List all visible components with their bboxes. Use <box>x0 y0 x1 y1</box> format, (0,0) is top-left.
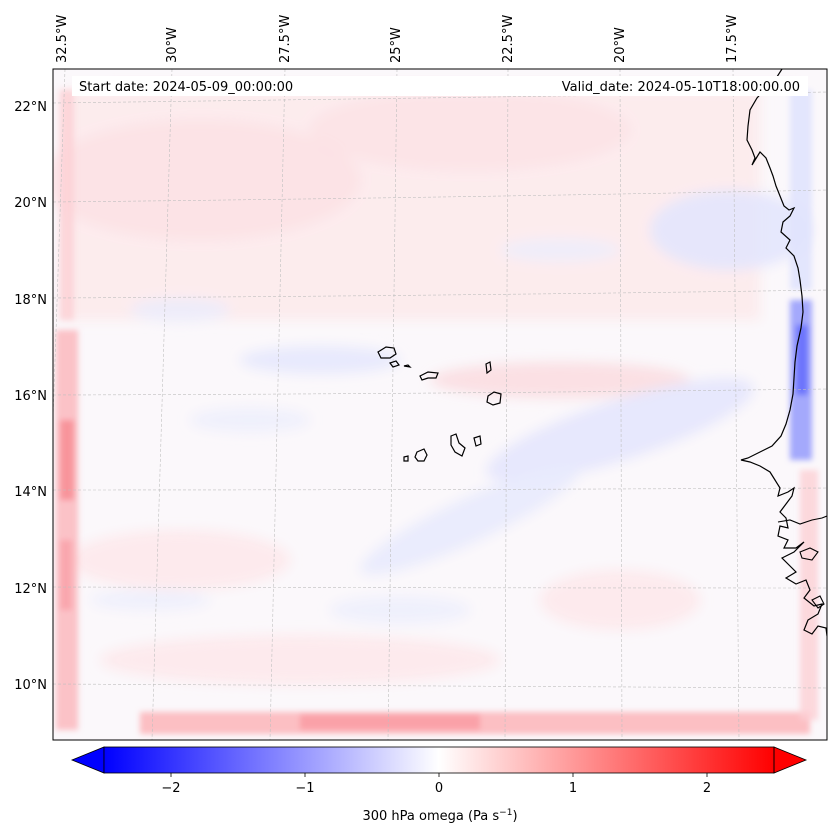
lon-label: 22.5°W <box>501 15 516 63</box>
colorbar-tick-label: −1 <box>295 781 314 796</box>
lon-label: 25°W <box>389 27 404 63</box>
colorbar-tick-label: 1 <box>569 781 577 796</box>
omega-field <box>53 90 810 685</box>
gridlines <box>53 69 827 740</box>
longitude-labels: 32.5°W 30°W 27.5°W 25°W 22.5°W 20°W 17.5… <box>55 15 740 63</box>
island-brava <box>403 455 409 462</box>
island-sao-vicente <box>389 360 400 368</box>
colorbar-tick-label: 0 <box>435 781 443 796</box>
colorbar-extend-max <box>773 746 808 774</box>
island-boa-vista <box>486 391 502 406</box>
lon-label: 30°W <box>165 27 180 63</box>
african-coastline <box>740 69 827 637</box>
lat-label: 22°N <box>14 100 47 115</box>
colorbar-title: 300 hPa omega (Pa s−1) <box>362 808 517 824</box>
colorbar: −2 −1 0 1 2 300 hPa omega (Pa s−1) <box>70 746 808 824</box>
map-panel <box>53 69 827 740</box>
lon-label: 27.5°W <box>278 15 293 63</box>
lat-label: 16°N <box>14 389 47 404</box>
lat-label: 14°N <box>14 485 47 500</box>
colorbar-ticks: −2 −1 0 1 2 <box>161 773 711 796</box>
island-sal <box>485 361 492 375</box>
start-date-label: Start date: 2024-05-09_00:00:00 <box>79 80 293 95</box>
island-maio <box>473 435 482 447</box>
map-frame <box>52 68 828 741</box>
lon-label: 17.5°W <box>725 15 740 63</box>
island-fogo <box>414 448 428 462</box>
island-sao-nicolau <box>419 371 439 381</box>
latitude-labels: 22°N 20°N 18°N 16°N 14°N 12°N 10°N <box>14 100 47 693</box>
lat-label: 20°N <box>14 196 47 211</box>
info-box: Start date: 2024-05-09_00:00:00 Valid_da… <box>72 76 808 96</box>
island-santo-antao <box>377 346 397 359</box>
colorbar-body <box>104 747 774 773</box>
colorbar-tick-label: −2 <box>161 781 180 796</box>
lon-label: 20°W <box>613 27 628 63</box>
lat-label: 10°N <box>14 678 47 693</box>
colorbar-tick-label: 2 <box>703 781 711 796</box>
lon-label: 32.5°W <box>55 15 70 63</box>
colorbar-extend-min <box>70 746 105 774</box>
lat-label: 18°N <box>14 293 47 308</box>
lat-label: 12°N <box>14 582 47 597</box>
island-santa-luzia <box>403 364 412 368</box>
coastline-islands-south <box>777 515 827 609</box>
valid-date-label: Valid_date: 2024-05-10T18:00:00.00 <box>562 80 800 95</box>
island-santiago <box>450 433 466 457</box>
cape-verde-islands <box>377 346 502 462</box>
